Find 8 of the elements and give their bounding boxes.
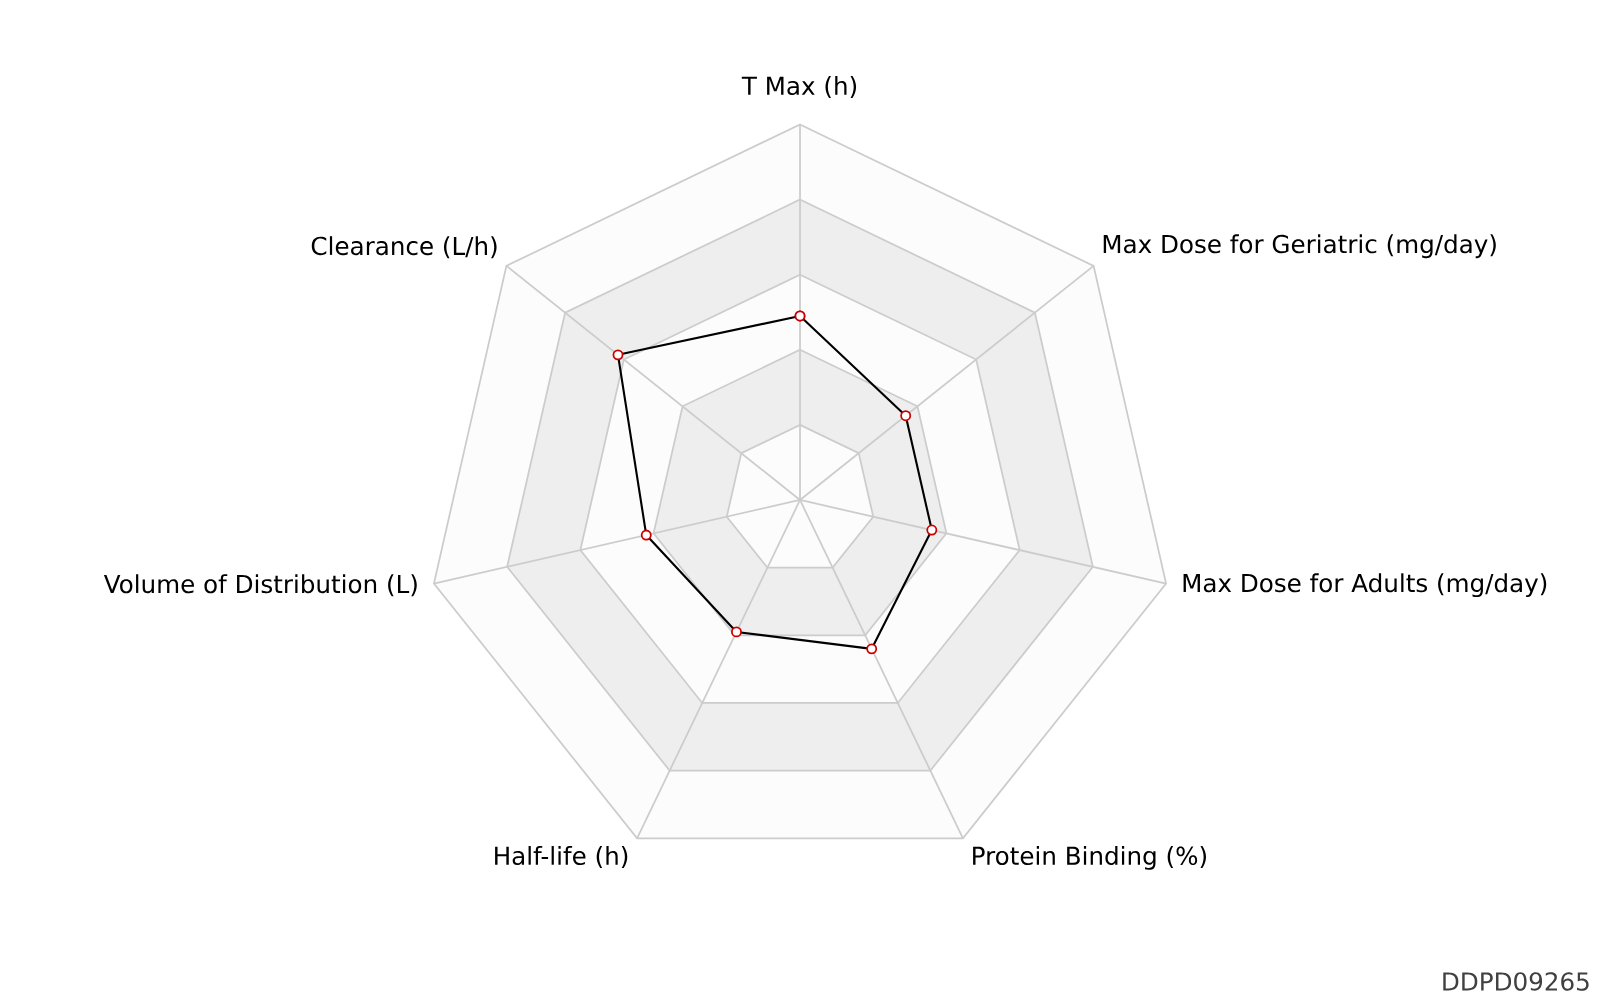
- spoke-label: Half-life (h): [495, 846, 628, 868]
- spoke-label: Max Dose for Geriatric (mg/day): [1103, 234, 1496, 259]
- spoke-label: Volume of Distribution (L): [103, 574, 417, 597]
- spoke-label: Clearance (L/h): [311, 236, 497, 259]
- spoke-label: Protein Binding (%): [973, 846, 1206, 870]
- text: DDPD09265: [1443, 972, 1589, 991]
- spoke-label: Max Dose for Adults (mg/day): [1183, 573, 1547, 598]
- spoke-label: T Max (h): [741, 76, 857, 98]
